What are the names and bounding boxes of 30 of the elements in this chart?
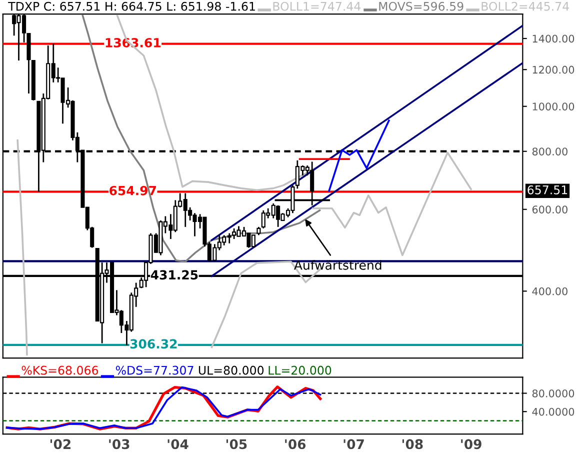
x-tick-label: '05 bbox=[226, 439, 247, 450]
ref-line-label: 654.97 bbox=[110, 186, 156, 196]
ref-line-label: 431.25 bbox=[150, 270, 198, 280]
y-tick-label: 1200.00 bbox=[532, 66, 574, 74]
y-tick-label: 400.00 bbox=[532, 287, 568, 296]
y-tick-label: 800.00 bbox=[532, 148, 568, 156]
y-tick-label: 1400.00 bbox=[532, 34, 574, 43]
annotation: Aufwärtstrend bbox=[294, 260, 382, 270]
text: TDXP C: 657.51 H: 664.75 L: 651.98 -1.61 bbox=[8, 2, 255, 11]
x-tick-label: '04 bbox=[168, 439, 188, 450]
y-tick-label: 40.0000 bbox=[532, 408, 574, 416]
y-tick-label: 600.00 bbox=[532, 206, 568, 214]
y-tick-label: 80.0000 bbox=[532, 389, 574, 398]
ref-line-label: UL=80.000 bbox=[198, 366, 264, 375]
ref-line-label: LL=20.000 bbox=[268, 366, 332, 375]
x-tick-label: '02 bbox=[50, 439, 70, 450]
y-tick-label: 1000.00 bbox=[532, 102, 574, 110]
ref-line-label: 306.32 bbox=[130, 339, 177, 349]
legend-label: BOLL1=747.44 bbox=[273, 2, 361, 11]
ref-line-label: 1363.61 bbox=[106, 38, 160, 48]
legend-label: MOVS=596.59 bbox=[379, 2, 464, 11]
x-tick-label: '06 bbox=[285, 439, 306, 450]
annotation: 657.51 bbox=[528, 185, 568, 194]
x-tick-label: '08 bbox=[402, 439, 423, 450]
legend-label: BOLL2=445.74 bbox=[482, 2, 569, 11]
x-tick-label: '09 bbox=[461, 439, 482, 450]
legend-label: %KS=68.066 bbox=[22, 366, 98, 375]
x-tick-label: '03 bbox=[109, 439, 130, 450]
x-tick-label: '07 bbox=[344, 439, 364, 450]
legend-label: %DS=77.307 bbox=[116, 366, 194, 375]
